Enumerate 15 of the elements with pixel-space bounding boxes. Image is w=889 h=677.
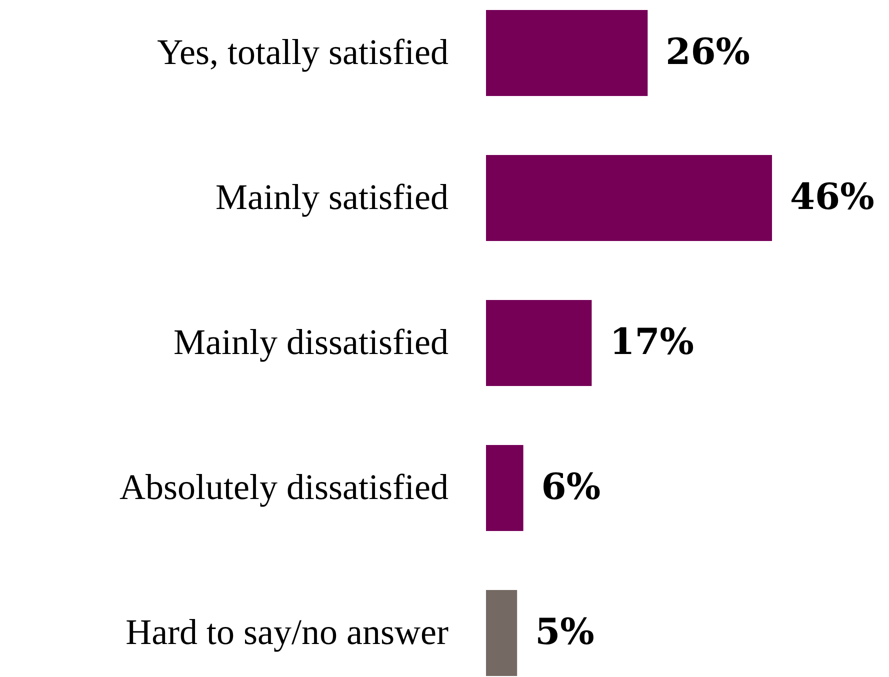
bar bbox=[486, 155, 772, 241]
data-label: 6% bbox=[541, 466, 601, 508]
y-tick-label: Yes, totally satisfied bbox=[157, 32, 448, 72]
data-label: 17% bbox=[610, 321, 694, 363]
y-tick-label: Hard to say/no answer bbox=[126, 612, 448, 652]
data-label: 46% bbox=[790, 176, 874, 218]
data-label: 26% bbox=[666, 30, 750, 73]
bar bbox=[486, 300, 592, 386]
bar bbox=[486, 445, 524, 531]
bar bbox=[486, 10, 648, 96]
y-tick-label: Absolutely dissatisfied bbox=[120, 467, 448, 508]
y-tick-label: Mainly satisfied bbox=[216, 176, 448, 217]
data-label: 5% bbox=[535, 611, 594, 654]
bar bbox=[486, 590, 518, 676]
y-tick-label: Mainly dissatisfied bbox=[174, 322, 448, 362]
